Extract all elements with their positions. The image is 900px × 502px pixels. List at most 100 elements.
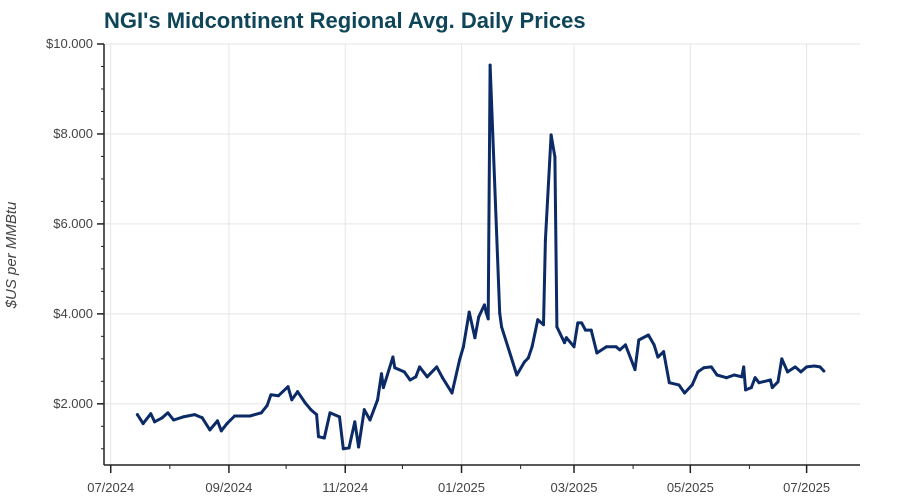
data-point [341,447,345,451]
data-point [425,375,429,379]
y-tick-label: $10.000 [46,36,93,51]
data-point [542,323,546,327]
data-point [482,303,486,307]
data-point [473,336,477,340]
data-point [458,358,462,362]
data-point [515,373,519,377]
data-point [614,345,618,349]
data-point [477,315,481,319]
data-point [709,365,713,369]
data-point [656,355,660,359]
y-tick-label: $2.000 [53,396,93,411]
data-point [633,368,637,372]
data-point [667,381,671,385]
data-point [208,428,212,432]
data-point [328,411,332,415]
data-point [812,364,816,368]
data-point [780,357,784,361]
data-point [786,370,790,374]
data-point [418,365,422,369]
data-point [805,365,809,369]
data-point [793,365,797,369]
data-point [265,404,269,408]
data-point [435,365,439,369]
data-point [536,318,540,322]
y-tick-label: $4.000 [53,306,93,321]
y-tick-label: $6.000 [53,216,93,231]
data-point [393,366,397,370]
data-point [572,345,576,349]
data-point [135,413,139,417]
data-point [742,365,746,369]
data-point [732,373,736,377]
data-point [637,338,641,342]
data-point [740,375,744,379]
data-point [604,345,608,349]
data-point [553,155,557,159]
data-point [141,422,145,426]
data-point [549,133,553,137]
data-point [233,414,237,418]
x-tick-label: 11/2024 [322,480,368,495]
data-point [440,376,444,380]
x-tick-label: 05/2025 [667,480,714,495]
data-point [562,341,566,345]
data-point [286,385,290,389]
data-point [315,413,319,417]
data-point [744,388,748,392]
data-point [248,414,252,418]
data-point [149,412,153,416]
data-point [576,321,580,325]
data-point [623,343,627,347]
price-series-line [135,63,826,451]
data-point [564,336,568,340]
data-point [488,63,492,67]
data-point [725,376,729,380]
data-point [353,420,357,424]
x-tick-label: 09/2024 [205,480,252,495]
data-point [193,413,197,417]
data-point [690,383,694,387]
data-point [219,429,223,433]
data-point [486,317,490,321]
data-point [347,446,351,450]
data-point [225,422,229,426]
chart-title: NGI's Midcontinent Regional Avg. Daily P… [104,8,586,33]
data-point [822,369,826,373]
x-tick-label: 01/2025 [438,480,485,495]
data-point [749,386,753,390]
data-point [259,411,263,415]
y-tick-label: $8.000 [53,126,93,141]
data-point [269,393,273,397]
data-point [414,375,418,379]
data-point [338,415,342,419]
data-point [818,365,822,369]
data-point [368,418,372,422]
data-point [715,373,719,377]
x-tick-label: 07/2024 [87,480,134,495]
data-point [677,383,681,387]
data-point [200,416,204,420]
data-point [522,360,526,364]
data-point [303,401,307,405]
data-point [450,391,454,395]
data-point [408,378,412,382]
data-point [662,350,666,354]
data-point [467,310,471,314]
data-point [381,386,385,390]
data-point [296,390,300,394]
data-point [379,372,383,376]
data-point [215,419,219,423]
data-point [583,328,587,332]
data-point [309,408,313,412]
data-point [172,418,176,422]
data-point [322,436,326,440]
x-tick-label: 07/2025 [783,480,830,495]
data-point [646,333,650,337]
data-point [391,355,395,359]
data-point [461,345,465,349]
data-point [526,356,530,360]
data-point [757,381,761,385]
data-point [595,351,599,355]
